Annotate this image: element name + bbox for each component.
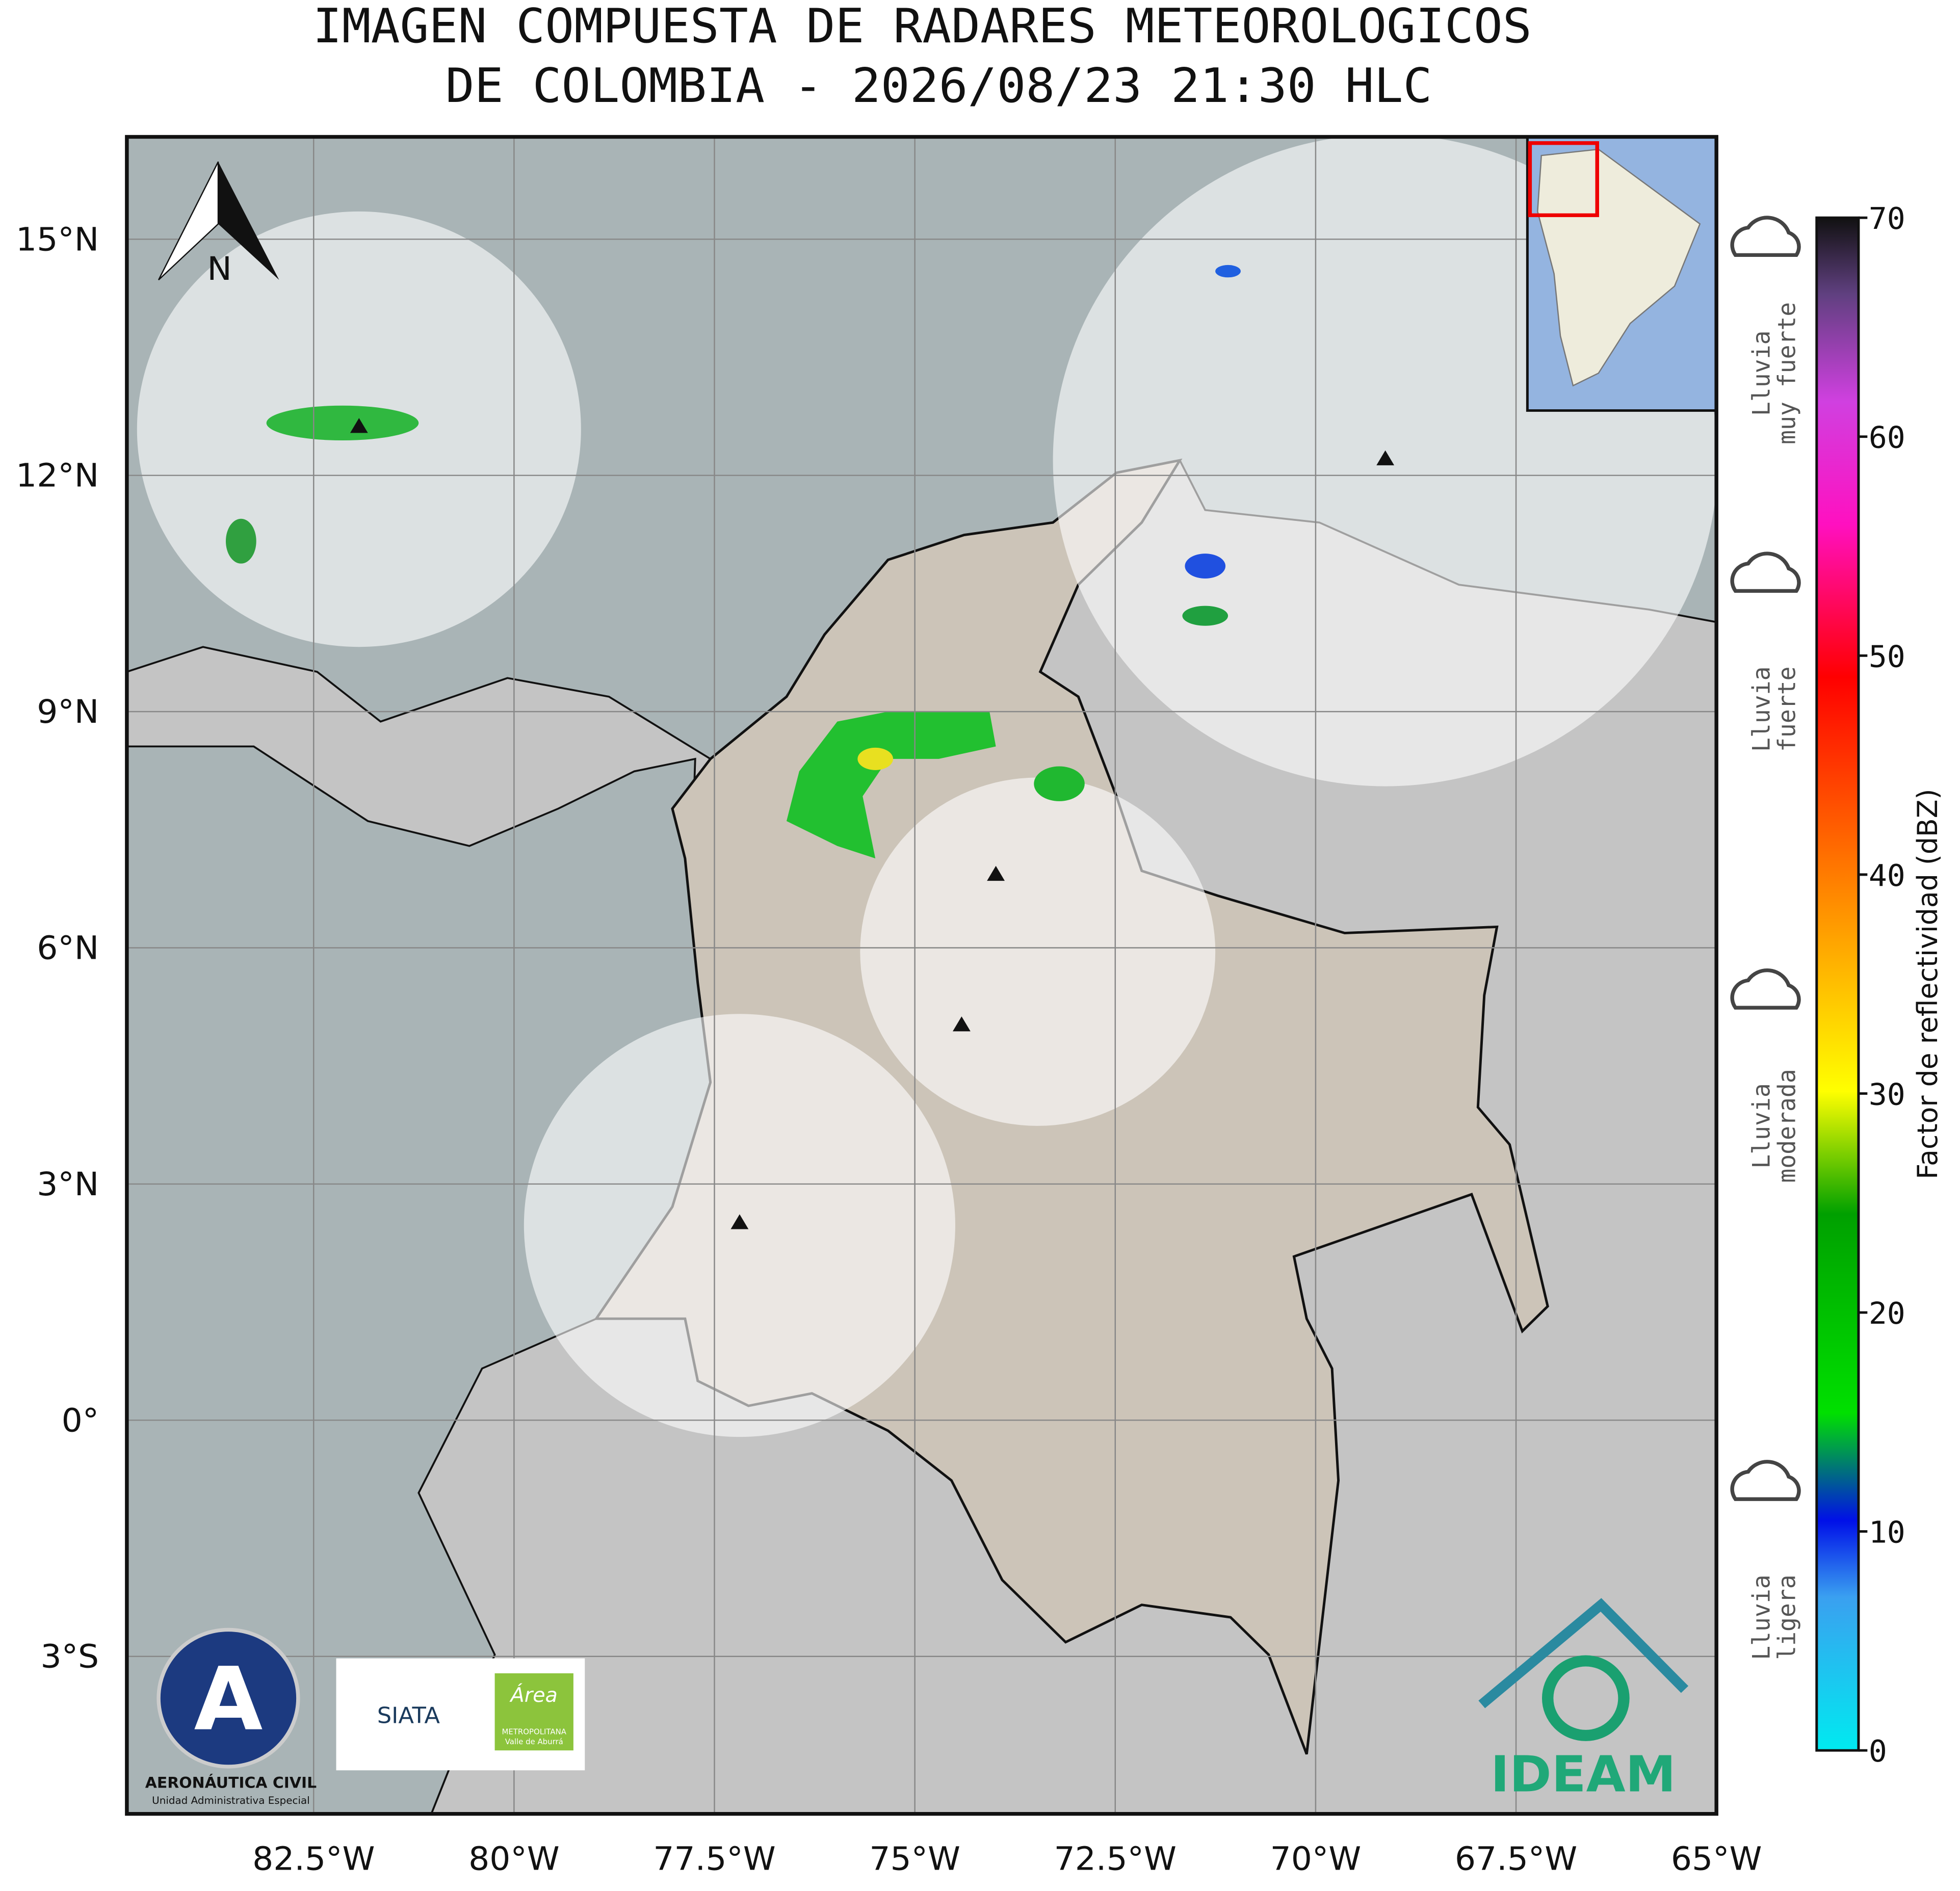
graticule <box>126 137 1717 1814</box>
rain-legend-label: Lluvia <box>1748 1574 1776 1660</box>
ideam-text: IDEAM <box>1491 1746 1676 1804</box>
radar-circle <box>860 777 1216 1126</box>
echo <box>1215 265 1241 278</box>
ideam-swirl <box>1541 1655 1630 1741</box>
rain-icon <box>1730 216 1801 257</box>
rain-legend-label: ligera <box>1773 1574 1801 1660</box>
title-line: IMAGEN COMPUESTA DE RADARES METEOROLOGIC… <box>313 0 1532 54</box>
x-tick-label: 82.5°W <box>252 1841 375 1878</box>
echo <box>857 747 894 770</box>
x-tick-label: 80°W <box>468 1841 560 1878</box>
echoes <box>225 265 1241 859</box>
rain-legend-label: Lluvia <box>1748 330 1776 416</box>
radar-site <box>350 418 368 433</box>
colorbar-tick-label: 70 <box>1869 201 1905 236</box>
y-tick-label: 9°N <box>37 694 99 731</box>
rain-icon <box>1730 551 1801 593</box>
rain-legend-label: Lluvia <box>1748 666 1776 752</box>
rain-legend-label: moderada <box>1773 1069 1801 1183</box>
rain-icon <box>1730 968 1801 1010</box>
title-line: DE COLOMBIA - 2026/08/23 21:30 HLC <box>446 59 1432 114</box>
north-label: N <box>207 251 231 288</box>
aerocivil-subtext: Unidad Administrativa Especial <box>152 1795 310 1806</box>
radar-sites <box>350 418 1395 1229</box>
echo <box>1034 766 1085 801</box>
x-tick-label: 65°W <box>1671 1841 1762 1878</box>
y-tick-label: 15°N <box>16 221 99 258</box>
rain-legend-label: muy fuerte <box>1773 302 1801 444</box>
rain-icon <box>1730 1460 1801 1501</box>
x-tick-label: 70°W <box>1270 1841 1362 1878</box>
echo <box>1185 554 1226 579</box>
colorbar-label: Factor de reflectividad (dBZ) <box>1912 789 1944 1179</box>
map-frame <box>125 135 1718 1816</box>
x-tick-label: 72.5°W <box>1054 1841 1177 1878</box>
colorbar-tick-label: 50 <box>1869 639 1905 674</box>
colorbar-tick-label: 30 <box>1869 1077 1905 1112</box>
rain-legend-label: fuerte <box>1773 666 1801 752</box>
siata-logo: SIATA <box>377 1703 440 1729</box>
colorbar-tick-label: 60 <box>1869 420 1905 455</box>
map: N A AERONÁUTICA CIVIL Unidad Administrat… <box>126 137 1717 1814</box>
axes: 82.5°W 80°W 77.5°W 75°W 72.5°W 70°W 67.5°W 65°W… <box>16 221 1762 1878</box>
colorbar-tick-label: 10 <box>1869 1515 1905 1549</box>
echo <box>1182 606 1229 626</box>
area-logo <box>494 1673 573 1751</box>
inset-extent <box>1528 141 1599 217</box>
aerocivil-logo <box>156 1627 300 1769</box>
radar-site <box>1376 450 1395 465</box>
echo <box>266 405 419 441</box>
colorbar-tick-label: 40 <box>1869 858 1905 892</box>
area-subtext: METROPOLITANA <box>502 1728 566 1737</box>
aerocivil-text: AERONÁUTICA CIVIL <box>145 1774 317 1792</box>
y-tick-label: 3°N <box>37 1166 99 1203</box>
echo <box>225 518 256 564</box>
radar-site <box>952 1016 971 1032</box>
colorbar-tick-label: 0 <box>1869 1734 1887 1769</box>
y-tick-label: 12°N <box>16 457 99 494</box>
x-tick-label: 75°W <box>869 1841 960 1878</box>
colorbar-tick-label: 20 <box>1869 1296 1905 1331</box>
rain-legend-label: Lluvia <box>1748 1083 1776 1169</box>
ideam-roof <box>1478 1598 1689 1709</box>
y-tick-label: 0° <box>62 1402 99 1439</box>
colorbar <box>1815 216 1860 1752</box>
aerocivil-mark: A <box>194 1648 263 1750</box>
x-tick-label: 67.5°W <box>1455 1841 1577 1878</box>
y-tick-label: 3°S <box>41 1638 99 1675</box>
radar-site <box>730 1214 749 1229</box>
echo <box>786 712 996 859</box>
y-tick-label: 6°N <box>37 930 99 967</box>
x-tick-label: 77.5°W <box>653 1841 775 1878</box>
inset-continent <box>1537 148 1701 387</box>
area-subtext: Valle de Aburrá <box>505 1738 563 1746</box>
radar-site <box>987 865 1005 881</box>
area-text: Área <box>509 1683 558 1707</box>
